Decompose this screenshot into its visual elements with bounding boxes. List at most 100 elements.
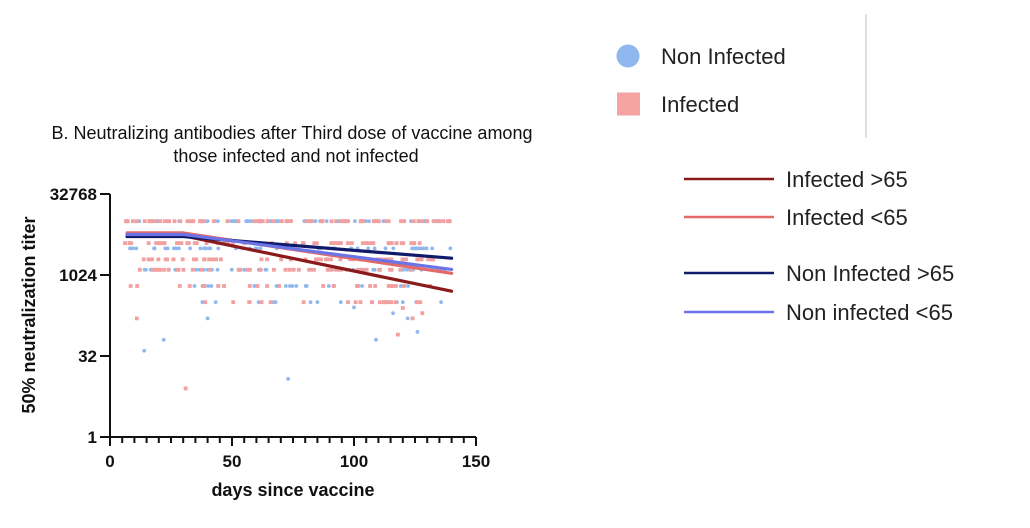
regression-lines	[125, 231, 454, 293]
point-infected	[202, 257, 206, 262]
point-infected	[128, 284, 133, 288]
point-infected	[404, 257, 408, 262]
point-infected	[194, 241, 199, 246]
point-infected	[152, 219, 157, 224]
point-infected	[338, 257, 343, 262]
point-non-infected	[205, 316, 210, 321]
point-infected	[284, 219, 289, 224]
point-infected	[333, 267, 338, 272]
point-infected	[393, 300, 398, 305]
point-infected	[255, 284, 260, 288]
point-infected	[245, 267, 249, 272]
point-infected	[188, 219, 193, 224]
point-infected	[418, 300, 423, 305]
point-infected	[158, 267, 162, 272]
point-non-infected	[374, 337, 378, 342]
point-infected	[326, 257, 330, 262]
point-non-infected	[249, 219, 253, 224]
point-non-infected	[283, 284, 288, 288]
point-infected	[314, 241, 319, 246]
legend-label: Non infected <65	[786, 300, 953, 325]
point-non-infected	[391, 311, 395, 316]
point-infected	[408, 267, 413, 272]
point-infected	[340, 219, 345, 224]
point-infected	[428, 257, 433, 262]
point-non-infected	[371, 267, 376, 272]
point-infected	[181, 267, 186, 272]
point-infected	[371, 241, 376, 246]
point-non-infected	[400, 300, 405, 305]
point-infected	[165, 257, 169, 262]
point-non-infected	[367, 219, 371, 224]
point-infected	[402, 219, 407, 224]
point-non-infected	[233, 219, 237, 224]
point-infected	[171, 257, 176, 262]
point-infected	[147, 219, 152, 224]
point-infected	[202, 284, 207, 288]
point-non-infected	[200, 300, 205, 305]
point-infected	[191, 219, 196, 224]
point-non-infected	[203, 246, 208, 251]
point-infected	[319, 219, 324, 224]
point-infected	[162, 219, 167, 224]
point-non-infected	[205, 219, 210, 224]
point-infected	[194, 257, 199, 262]
legend-label: Infected >65	[786, 167, 908, 192]
point-infected	[187, 284, 192, 288]
point-non-infected	[406, 284, 410, 288]
point-non-infected	[258, 246, 263, 251]
point-infected	[180, 257, 185, 262]
legend-marker-non-infected	[616, 44, 640, 68]
point-infected	[415, 300, 420, 305]
point-infected	[424, 219, 429, 224]
point-non-infected	[206, 284, 211, 288]
point-infected	[316, 257, 321, 262]
point-non-infected	[372, 246, 377, 251]
point-infected	[284, 241, 289, 246]
point-infected	[386, 219, 391, 224]
point-infected	[410, 316, 415, 321]
point-non-infected	[274, 219, 279, 224]
legend: Non Infected Infected Infected >65 Infected…	[616, 44, 954, 325]
point-infected	[172, 219, 177, 224]
point-non-infected	[338, 300, 343, 305]
point-infected	[255, 219, 260, 224]
point-non-infected	[134, 246, 139, 251]
point-infected	[161, 241, 166, 246]
point-infected	[431, 257, 436, 262]
point-infected	[192, 241, 197, 246]
y-tick-label: 32768	[50, 185, 97, 204]
point-non-infected	[286, 377, 291, 381]
point-non-infected	[198, 246, 203, 251]
point-infected	[199, 219, 204, 224]
point-infected	[382, 300, 387, 305]
point-infected	[346, 300, 350, 305]
point-infected	[334, 241, 339, 246]
axes: 0 50 100 150 1 32 1024 32768	[50, 185, 490, 471]
point-infected	[134, 219, 139, 224]
point-infected	[236, 267, 241, 272]
point-non-infected	[401, 267, 406, 272]
regression-line-non-infected-65	[125, 234, 454, 260]
point-infected	[334, 219, 338, 224]
point-infected	[400, 306, 405, 310]
point-infected	[247, 284, 252, 288]
point-infected	[329, 219, 334, 224]
point-infected	[364, 267, 369, 272]
point-infected	[142, 219, 147, 224]
point-infected	[307, 267, 312, 272]
point-non-infected	[213, 300, 218, 305]
point-infected	[257, 219, 262, 224]
point-non-infected	[326, 284, 331, 288]
point-infected	[401, 241, 406, 246]
point-non-infected	[207, 246, 212, 251]
point-infected	[146, 241, 151, 246]
point-infected	[283, 267, 288, 272]
point-infected	[265, 284, 270, 288]
point-infected	[312, 241, 317, 246]
point-infected	[368, 241, 373, 246]
point-non-infected	[152, 246, 156, 251]
point-non-infected	[144, 267, 148, 272]
point-infected	[211, 219, 216, 224]
y-axis-title: 50% neutralization titer	[19, 216, 39, 413]
